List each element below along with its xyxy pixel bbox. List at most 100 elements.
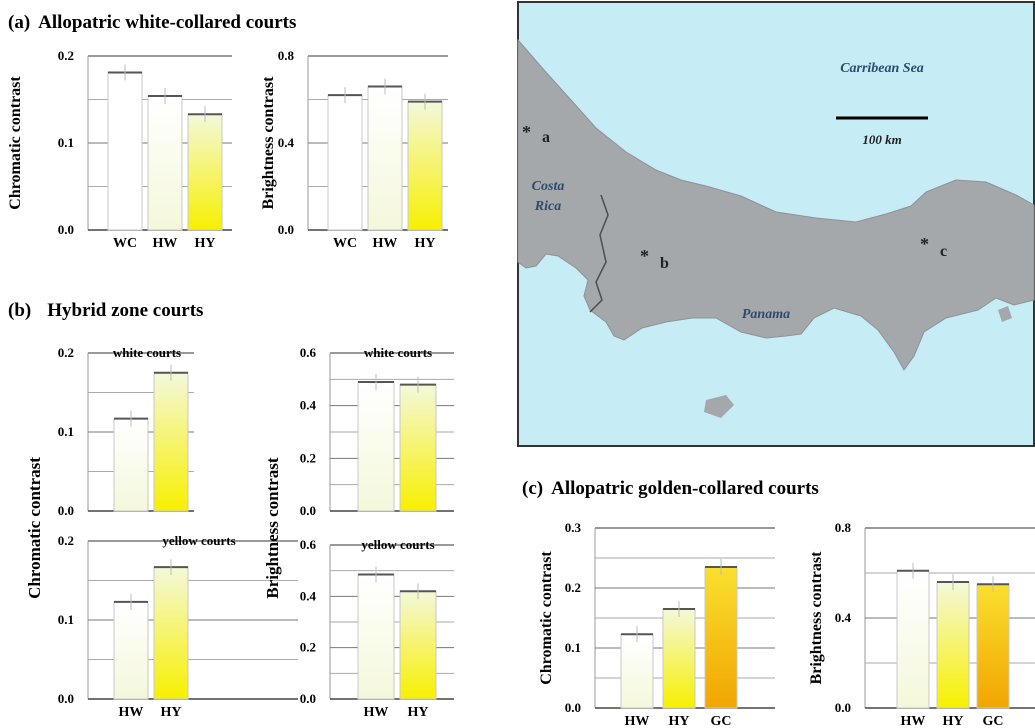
chart-2-ylabel: Brightness contrast: [260, 76, 277, 210]
panel-b-ylabel-brightness: Brightness contrast: [263, 457, 282, 599]
chart-4-tick-1: 0.2: [300, 450, 316, 465]
map-border: [589, 194, 609, 313]
chart-7-tick-2: 0.2: [565, 580, 581, 595]
map: Carribean Sea 100 km Costa Rica Panama *…: [517, 1, 1035, 447]
chart-4-subtitle: white courts: [364, 345, 432, 360]
chart-6-subtitle: yellow courts: [361, 537, 434, 552]
chart-1-ylabel: Chromatic contrast: [7, 76, 24, 210]
chart-1-tick-2: 0.2: [58, 48, 74, 63]
chart-2-tick-0: 0.0: [278, 222, 294, 237]
chart-7-bar-0: [620, 633, 654, 709]
chart-2-bar-2: [407, 101, 443, 231]
chart-5-bar-1: [153, 566, 189, 700]
panel-c-label: (c): [522, 478, 544, 499]
chart-7-tick-3: 0.3: [565, 520, 582, 535]
chart-8-tick-2: 0.8: [835, 520, 852, 535]
chart-3-subtitle: white courts: [113, 345, 181, 360]
chart-7-tick-1: 0.1: [565, 640, 581, 655]
chart-2-cat-2: HY: [415, 236, 436, 251]
chart-2-cat-0: WC: [333, 236, 357, 251]
chart-8-ylabel: Brightness contrast: [808, 551, 825, 685]
chart-7-tick-0: 0.0: [565, 700, 581, 715]
chart-8-bar-2: [976, 583, 1010, 709]
chart-1-bar-2: [187, 113, 223, 231]
chart-7-bar-1: [662, 608, 696, 709]
chart-3-bar-1: [153, 372, 189, 512]
map-land: [517, 38, 1035, 371]
chart-8-bar-1: [936, 581, 970, 709]
chart-6-bar-1: [399, 590, 437, 700]
chart-5-cat-1: HY: [161, 705, 182, 720]
chart-8-cat-2: GC: [983, 714, 1004, 728]
site-a-marker: *: [522, 122, 531, 142]
chart-7-cat-0: HW: [625, 714, 650, 728]
site-c-marker: *: [920, 234, 929, 254]
chart-2-cat-1: HW: [373, 236, 398, 251]
chart-4-tick-0: 0.0: [300, 503, 316, 518]
site-a-label: a: [542, 129, 550, 146]
panama-label: Panama: [742, 307, 790, 322]
chart-8-tick-0: 0.0: [835, 700, 851, 715]
chart-2-tick-1: 0.4: [278, 135, 295, 150]
chart-3-tick-2: 0.2: [58, 345, 74, 360]
chart-7-ylabel: Chromatic contrast: [538, 551, 555, 685]
chart-4-bar-0: [357, 381, 395, 512]
panel-a-header: (a) Allopatric white-collared courts: [8, 12, 296, 34]
chart-5-cat-0: HW: [119, 705, 144, 720]
chart-8-cat-1: HY: [943, 714, 964, 728]
chart-3-bar-0: [113, 418, 149, 512]
chart-6-cat-0: HW: [364, 705, 389, 720]
chart-5-tick-1: 0.1: [58, 612, 74, 627]
chart-2-bar-0: [327, 94, 363, 231]
map-island: [704, 395, 734, 418]
chart-1-bar-0: [107, 72, 143, 231]
site-c-label: c: [940, 243, 947, 260]
panel-b-header: (b) Hybrid zone courts: [8, 300, 203, 322]
chart-6-tick-3: 0.6: [300, 537, 317, 552]
panel-b-ylabel-chromatic: Chromatic contrast: [25, 457, 44, 599]
site-b-label: b: [660, 255, 669, 272]
chart-8-cat-0: HW: [901, 714, 926, 728]
chart-4-tick-2: 0.4: [300, 398, 317, 413]
chart-1-cat-0: WC: [113, 236, 137, 251]
chart-1-tick-0: 0.0: [58, 222, 74, 237]
site-b-marker: *: [640, 246, 649, 266]
chart-5-tick-0: 0.0: [58, 691, 74, 706]
panel-b-title: Hybrid zone courts: [47, 300, 204, 321]
rica-label: Rica: [534, 199, 561, 214]
chart-6-tick-1: 0.2: [300, 640, 316, 655]
map-island-2: [998, 306, 1012, 322]
chart-3-tick-1: 0.1: [58, 424, 74, 439]
panel-c-header: (c) Allopatric golden-collared courts: [522, 478, 819, 500]
chart-7-cat-1: HY: [669, 714, 690, 728]
chart-5-bar-0: [113, 601, 149, 700]
chart-1-cat-2: HY: [195, 236, 216, 251]
panel-a-label: (a): [8, 12, 31, 33]
chart-1-cat-1: HW: [153, 236, 178, 251]
panel-b-label: (b): [8, 300, 32, 321]
chart-5-tick-2: 0.2: [58, 533, 74, 548]
sea-label: Carribean Sea: [840, 61, 924, 76]
chart-6-tick-2: 0.4: [300, 588, 317, 603]
chart-4-tick-3: 0.6: [300, 345, 317, 360]
chart-6-tick-0: 0.0: [300, 691, 316, 706]
panel-c-title: Allopatric golden-collared courts: [551, 478, 819, 499]
chart-2-bar-1: [367, 85, 403, 231]
chart-1-tick-1: 0.1: [58, 135, 74, 150]
chart-1-bar-1: [147, 95, 183, 231]
costa-label: Costa: [532, 179, 565, 194]
chart-5-subtitle: yellow courts: [162, 533, 235, 548]
chart-4-bar-1: [399, 384, 437, 512]
chart-3-tick-0: 0.0: [58, 503, 74, 518]
chart-8-tick-1: 0.4: [835, 610, 852, 625]
chart-7-bar-2: [704, 566, 738, 709]
chart-6-cat-1: HY: [408, 705, 429, 720]
chart-6-bar-0: [357, 574, 395, 700]
scale-label: 100 km: [862, 132, 901, 147]
chart-7-cat-2: GC: [711, 714, 732, 728]
chart-2-tick-2: 0.8: [278, 48, 295, 63]
panel-a-title: Allopatric white-collared courts: [38, 12, 297, 33]
chart-8-bar-0: [896, 570, 930, 709]
